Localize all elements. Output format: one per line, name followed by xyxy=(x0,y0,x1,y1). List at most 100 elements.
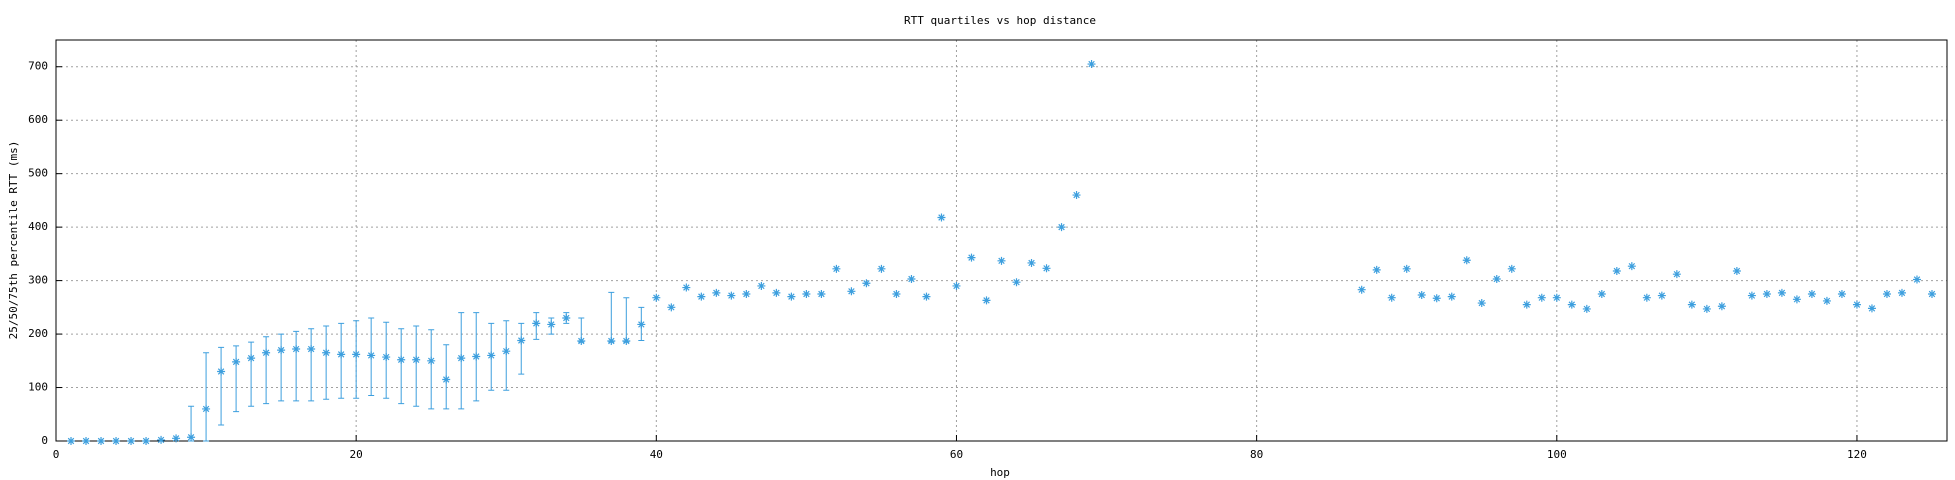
point xyxy=(892,289,901,298)
error-bar xyxy=(413,325,420,407)
point xyxy=(1087,60,1096,69)
point xyxy=(562,314,571,323)
point xyxy=(1057,223,1066,232)
point xyxy=(1657,291,1666,300)
point xyxy=(367,351,376,360)
point xyxy=(1447,292,1456,301)
error-bar xyxy=(518,322,525,375)
point xyxy=(907,274,916,283)
x-tick-label: 20 xyxy=(350,448,363,461)
error-bar xyxy=(248,341,255,407)
point xyxy=(1537,293,1546,302)
point xyxy=(1702,304,1711,313)
point xyxy=(487,351,496,360)
point xyxy=(1507,264,1516,273)
point xyxy=(1882,289,1891,298)
error-bar xyxy=(308,328,315,402)
point xyxy=(1612,266,1621,275)
point xyxy=(442,375,451,384)
point xyxy=(742,289,751,298)
error-bar xyxy=(293,330,300,402)
point xyxy=(502,347,511,356)
x-tick-label: 0 xyxy=(53,448,60,461)
y-tick-label: 100 xyxy=(28,381,48,394)
point xyxy=(1822,296,1831,305)
x-tick-label: 40 xyxy=(650,448,663,461)
point xyxy=(1912,275,1921,284)
point xyxy=(1387,293,1396,302)
point xyxy=(382,353,391,362)
point xyxy=(1747,291,1756,300)
point xyxy=(172,434,181,443)
point xyxy=(862,279,871,288)
y-tick-label: 500 xyxy=(28,167,48,180)
point xyxy=(787,292,796,301)
point xyxy=(1522,300,1531,309)
point xyxy=(652,293,661,302)
error-bar xyxy=(203,352,210,442)
point xyxy=(82,437,91,445)
y-tick-label: 600 xyxy=(28,113,48,126)
point xyxy=(727,291,736,300)
point xyxy=(1597,289,1606,298)
point xyxy=(1672,270,1681,279)
point xyxy=(772,288,781,297)
point xyxy=(922,292,931,301)
point xyxy=(307,345,316,354)
point xyxy=(667,303,676,312)
error-bar xyxy=(278,333,285,402)
point xyxy=(1732,266,1741,275)
point xyxy=(1807,289,1816,298)
x-tick-label: 120 xyxy=(1847,448,1867,461)
point xyxy=(1417,291,1426,300)
point xyxy=(472,352,481,361)
point xyxy=(682,283,691,292)
point xyxy=(1777,288,1786,297)
error-bar xyxy=(428,329,435,410)
point xyxy=(277,346,286,355)
y-tick-label: 300 xyxy=(28,274,48,287)
point xyxy=(1762,289,1771,298)
point xyxy=(1627,262,1636,271)
y-tick-label: 0 xyxy=(41,434,48,447)
point xyxy=(832,264,841,273)
point xyxy=(877,264,886,273)
point xyxy=(1582,304,1591,313)
point xyxy=(1477,299,1486,308)
point xyxy=(352,350,361,359)
point xyxy=(997,256,1006,265)
point xyxy=(112,437,121,445)
point xyxy=(97,437,106,445)
point xyxy=(1012,278,1021,287)
x-axis-label: hop xyxy=(990,466,1010,479)
point xyxy=(1792,295,1801,304)
y-tick-label: 700 xyxy=(28,60,48,73)
error-bar xyxy=(503,320,510,391)
error-bar xyxy=(233,345,240,413)
point xyxy=(757,281,766,290)
point xyxy=(217,367,226,376)
point xyxy=(817,289,826,298)
point xyxy=(142,437,151,445)
point xyxy=(577,337,586,346)
plot-frame xyxy=(55,39,1948,442)
point xyxy=(637,320,646,329)
point xyxy=(232,357,241,366)
point xyxy=(67,437,76,445)
error-bar xyxy=(338,322,345,399)
x-tick-label: 100 xyxy=(1547,448,1567,461)
point xyxy=(247,354,256,363)
point xyxy=(1432,294,1441,303)
point xyxy=(427,356,436,365)
point xyxy=(1867,304,1876,313)
point xyxy=(202,404,211,413)
point xyxy=(532,319,541,328)
point xyxy=(517,336,526,345)
point xyxy=(322,348,331,357)
point xyxy=(1567,300,1576,309)
point xyxy=(1897,288,1906,297)
point xyxy=(157,435,166,444)
point xyxy=(937,213,946,222)
point xyxy=(547,320,556,329)
